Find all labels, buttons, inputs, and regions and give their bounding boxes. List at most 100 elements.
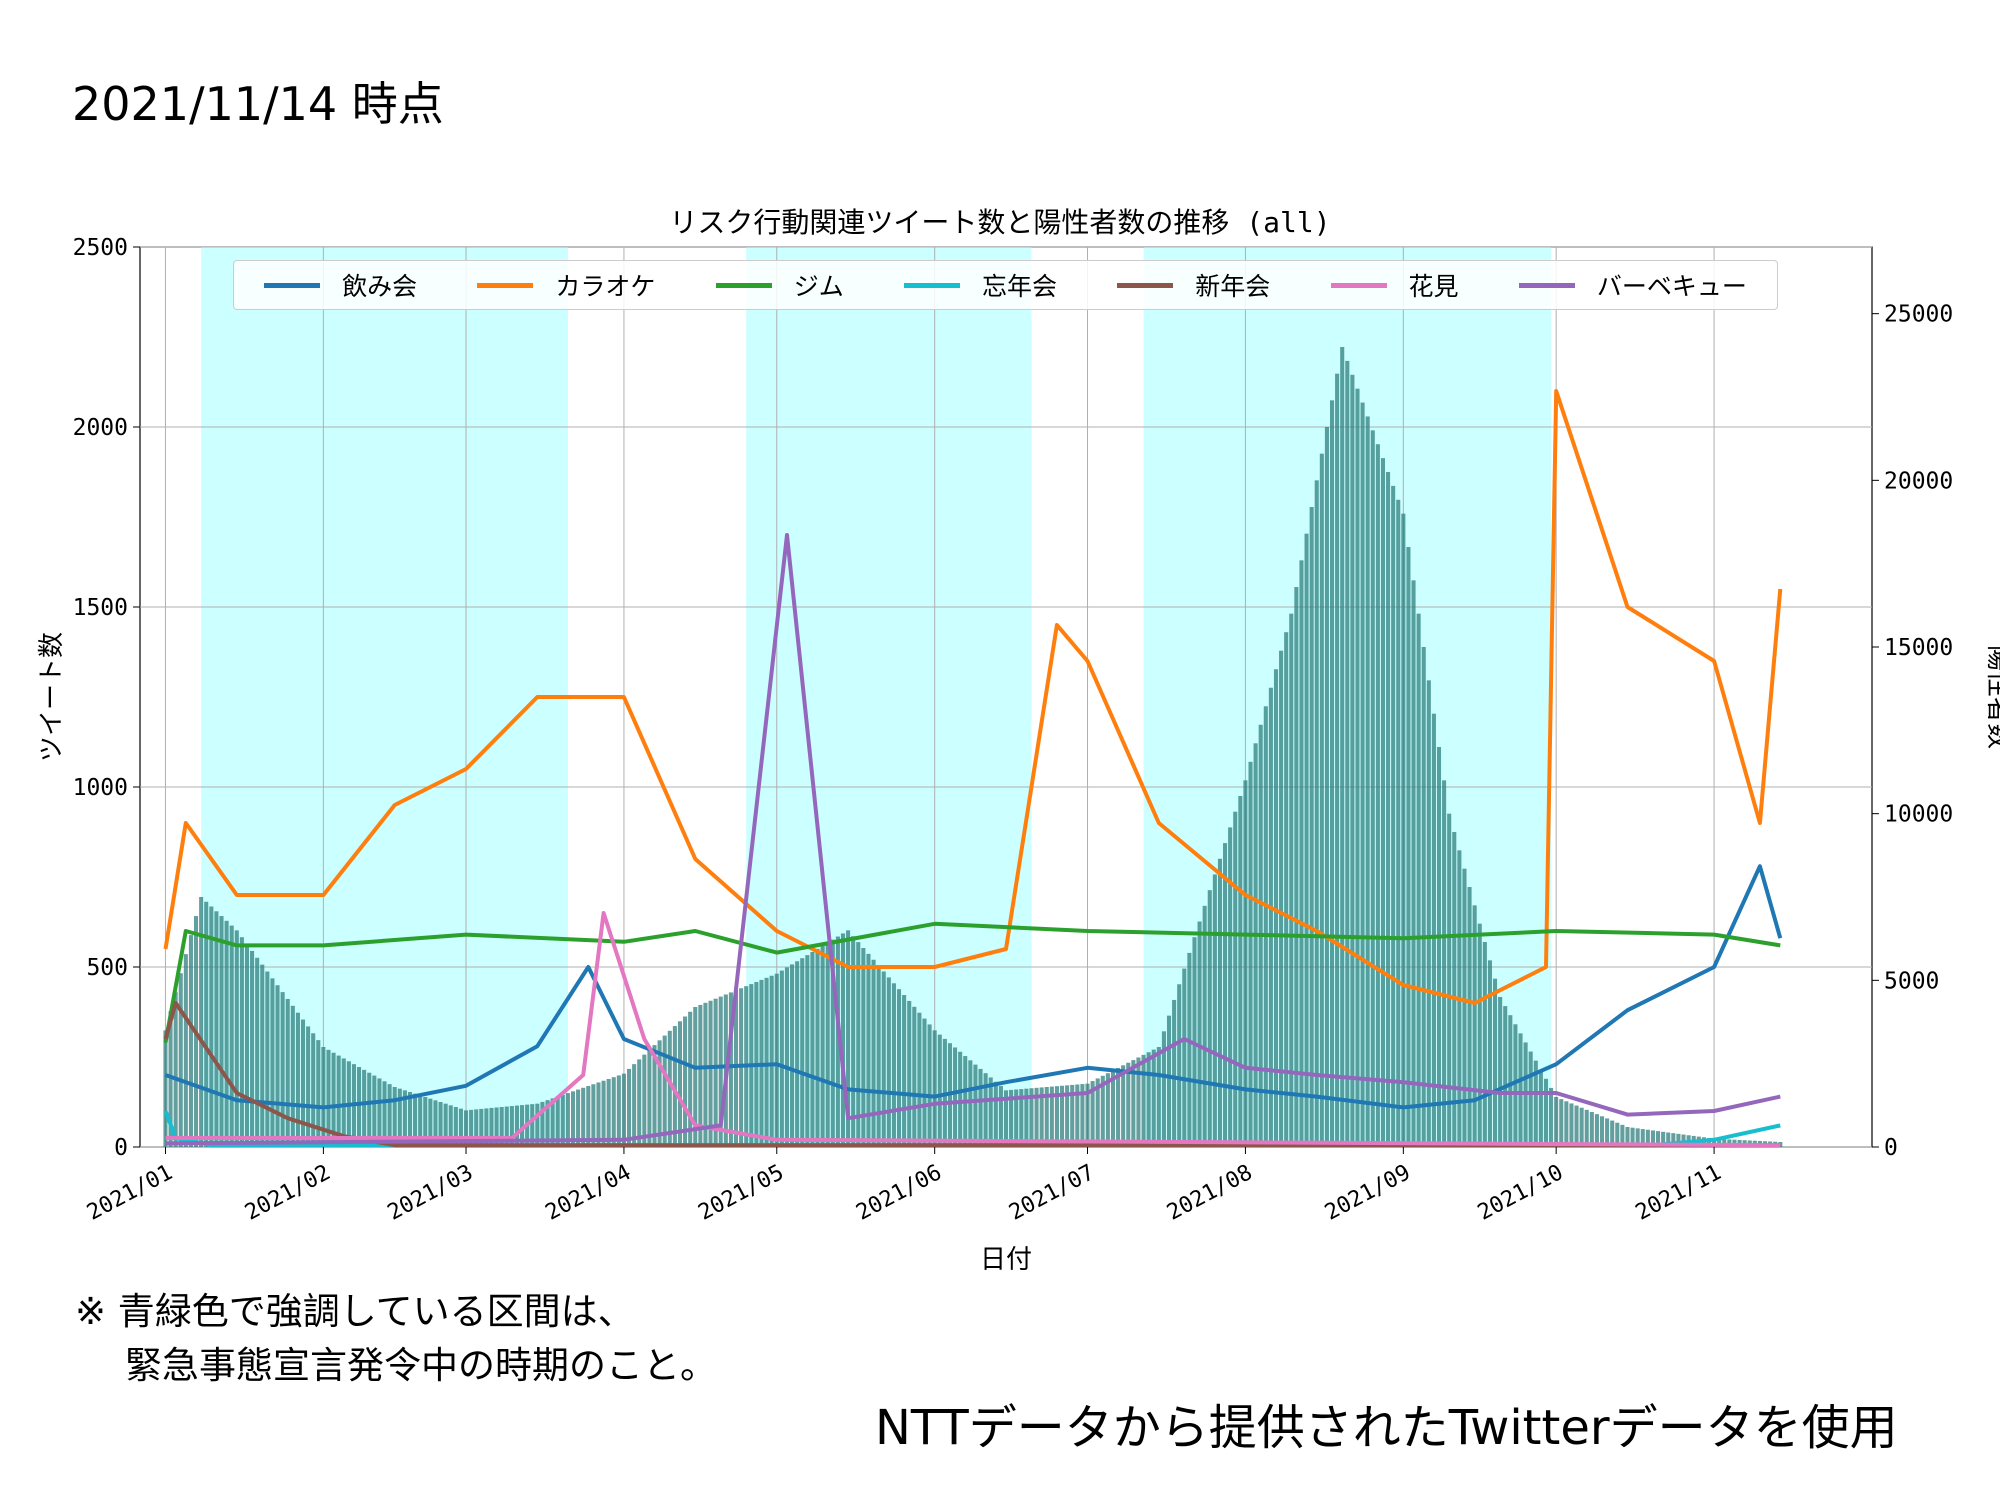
positive-case-bar <box>1146 1052 1151 1147</box>
legend-label: ジム <box>793 272 844 301</box>
positive-case-bar <box>917 1012 922 1147</box>
positive-case-bar <box>1518 1033 1523 1147</box>
positive-case-bar <box>1554 1097 1559 1147</box>
positive-case-bar <box>1161 1031 1166 1147</box>
positive-case-bar <box>255 957 260 1147</box>
positive-case-bar <box>163 1030 168 1147</box>
positive-case-bar <box>295 1012 300 1147</box>
positive-case-bar <box>805 955 810 1147</box>
positive-case-bar <box>1238 796 1243 1147</box>
positive-case-bar <box>611 1077 616 1147</box>
positive-case-bar <box>1014 1089 1019 1147</box>
positive-case-bar <box>866 953 871 1147</box>
positive-case-bar <box>463 1110 469 1147</box>
positive-case-bar <box>998 1086 1003 1147</box>
positive-case-bar <box>647 1049 652 1147</box>
positive-case-bar <box>1207 890 1212 1147</box>
positive-case-bar <box>1462 868 1467 1147</box>
positive-case-bar <box>1105 1073 1110 1147</box>
legend-swatch <box>1518 282 1575 288</box>
positive-case-bar <box>1228 827 1233 1147</box>
positive-case-bar <box>1182 968 1187 1147</box>
positive-case-bar <box>1370 430 1375 1147</box>
positive-case-bar <box>601 1080 606 1147</box>
positive-case-bar <box>458 1108 463 1147</box>
positive-case-bar <box>316 1040 321 1147</box>
positive-case-bar <box>576 1089 581 1147</box>
positive-case-bar <box>448 1105 453 1147</box>
positive-case-bar <box>341 1058 346 1147</box>
positive-case-bar <box>285 998 290 1147</box>
positive-case-bar <box>1411 580 1416 1147</box>
positive-case-bar <box>1615 1122 1620 1147</box>
positive-case-bar <box>688 1011 693 1147</box>
legend-item: 飲み会 <box>264 267 417 303</box>
legend-swatch <box>1117 282 1174 288</box>
x-tick-label: 2021/01 <box>83 1160 177 1226</box>
data-source-credit: NTTデータから提供されたTwitterデータを使用 <box>875 1400 1898 1456</box>
positive-case-bar <box>1656 1131 1661 1147</box>
legend-swatch <box>1330 282 1387 288</box>
positive-case-bar <box>183 954 188 1147</box>
positive-case-bar <box>733 990 739 1147</box>
positive-case-bar <box>479 1108 484 1147</box>
positive-case-bar <box>1355 388 1360 1148</box>
positive-case-bar <box>1131 1060 1136 1147</box>
positive-case-bar <box>1365 416 1370 1147</box>
positive-case-bar <box>881 971 886 1147</box>
positive-case-bar <box>1589 1112 1594 1147</box>
positive-case-bar <box>1447 813 1452 1147</box>
positive-case-bar <box>958 1051 963 1147</box>
legend-label: バーベキュー <box>1596 272 1747 301</box>
positive-case-bar <box>728 992 733 1147</box>
legend-item: 花見 <box>1330 267 1459 303</box>
positive-case-bar <box>1564 1101 1569 1147</box>
positive-case-bar <box>1095 1078 1100 1147</box>
positive-case-bar <box>1136 1057 1141 1147</box>
positive-case-bar <box>1538 1069 1543 1147</box>
positive-case-bar <box>988 1077 993 1147</box>
positive-case-bar <box>428 1098 433 1147</box>
positive-case-bar <box>1299 560 1304 1147</box>
positive-case-bar <box>1279 650 1284 1147</box>
positive-case-bar <box>626 1068 632 1147</box>
positive-case-bar <box>1085 1083 1090 1147</box>
positive-case-bar <box>703 1002 708 1147</box>
positive-case-bar <box>1151 1049 1156 1147</box>
positive-case-bar <box>321 1047 326 1147</box>
positive-case-bar <box>1197 921 1202 1147</box>
positive-case-bar <box>499 1107 504 1147</box>
positive-case-bar <box>851 936 856 1147</box>
positive-case-bar <box>1360 402 1365 1147</box>
positive-case-bar <box>1059 1085 1065 1147</box>
positive-case-bar <box>1594 1114 1599 1147</box>
positive-case-bar <box>718 996 723 1147</box>
legend-swatch <box>903 282 960 288</box>
positive-case-bar <box>199 897 204 1147</box>
positive-case-bar <box>1289 613 1294 1147</box>
y-tick-label: 1500 <box>73 595 128 621</box>
positive-case-bar <box>367 1072 372 1147</box>
positive-case-bar <box>1650 1130 1655 1147</box>
positive-case-bar <box>311 1033 316 1147</box>
legend-swatch <box>477 282 534 288</box>
positive-case-bar <box>1610 1120 1615 1147</box>
positive-case-bar <box>1217 858 1222 1147</box>
positive-case-bar <box>1039 1087 1044 1147</box>
positive-case-bar <box>504 1106 509 1147</box>
positive-case-bar <box>871 959 876 1147</box>
positive-case-bar <box>1253 743 1258 1147</box>
positive-case-bar <box>993 1081 998 1147</box>
positive-case-bar <box>204 901 209 1147</box>
positive-case-bar <box>1426 680 1431 1147</box>
positive-case-bar <box>1676 1133 1681 1147</box>
legend-label: カラオケ <box>555 272 656 301</box>
positive-case-bar <box>1116 1067 1121 1147</box>
positive-case-bar <box>469 1109 474 1147</box>
positive-case-bar <box>1294 587 1299 1147</box>
chart-legend: 飲み会 カラオケ ジム 忘年会 新年会 花見 バーベキュー <box>233 260 1778 310</box>
positive-case-bar <box>581 1087 586 1147</box>
positive-case-bar <box>968 1060 973 1147</box>
positive-case-bar <box>1284 632 1289 1147</box>
positive-case-bar <box>1029 1088 1034 1147</box>
